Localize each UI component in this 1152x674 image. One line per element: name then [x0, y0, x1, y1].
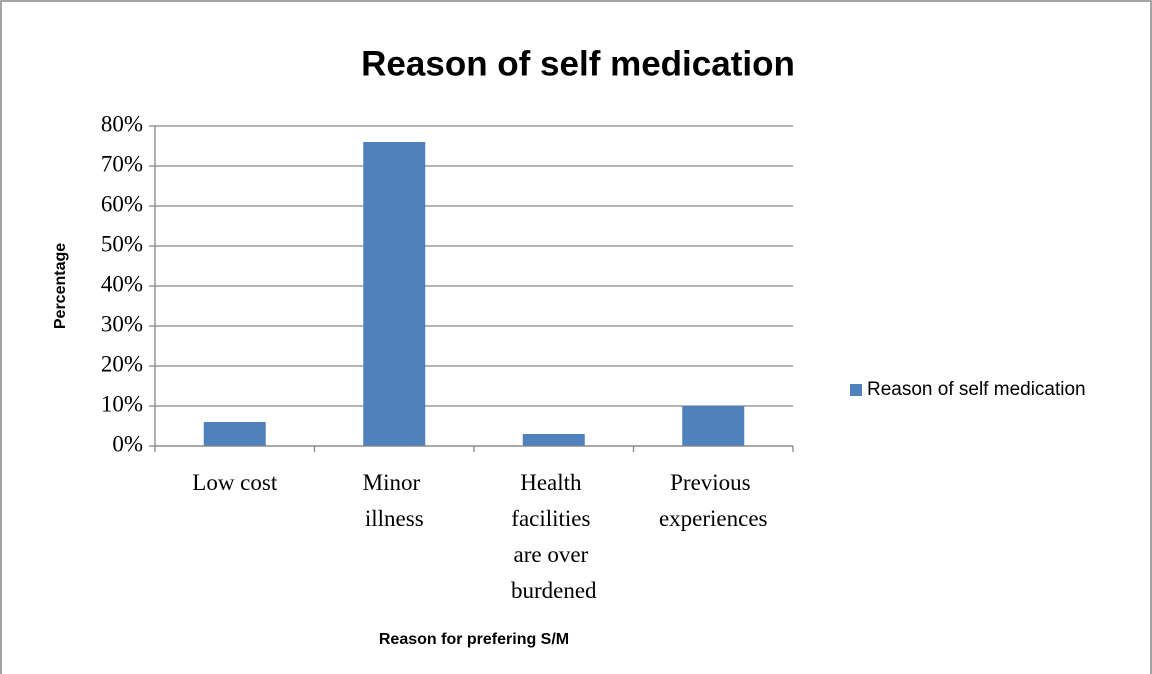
y-tick-label: 10% — [101, 391, 143, 416]
legend-label: Reason of self medication — [867, 379, 1086, 400]
y-tick-label: 50% — [101, 231, 143, 256]
y-tick-label: 60% — [101, 191, 143, 216]
y-tick-label: 40% — [101, 271, 143, 296]
x-tick-label: Health facilities are over burdened — [511, 470, 597, 603]
bar — [522, 434, 585, 446]
y-tick-label: 70% — [101, 151, 143, 176]
bar — [363, 142, 426, 446]
x-axis-title: Reason for prefering S/M — [379, 631, 569, 648]
y-tick-label: 30% — [101, 311, 143, 336]
x-tick-label: Low cost — [192, 470, 278, 495]
x-tick-label: Minor illness — [363, 470, 426, 531]
bar — [682, 406, 745, 446]
y-tick-label: 0% — [112, 431, 143, 456]
bar — [203, 422, 266, 446]
chart-title: Reason of self medication — [361, 44, 795, 83]
y-tick-label: 20% — [101, 351, 143, 376]
x-tick-label: Previous experiences — [659, 470, 768, 531]
y-tick-label: 80% — [101, 111, 143, 136]
legend-swatch — [850, 384, 862, 396]
y-axis-title: Percentage — [52, 243, 69, 329]
